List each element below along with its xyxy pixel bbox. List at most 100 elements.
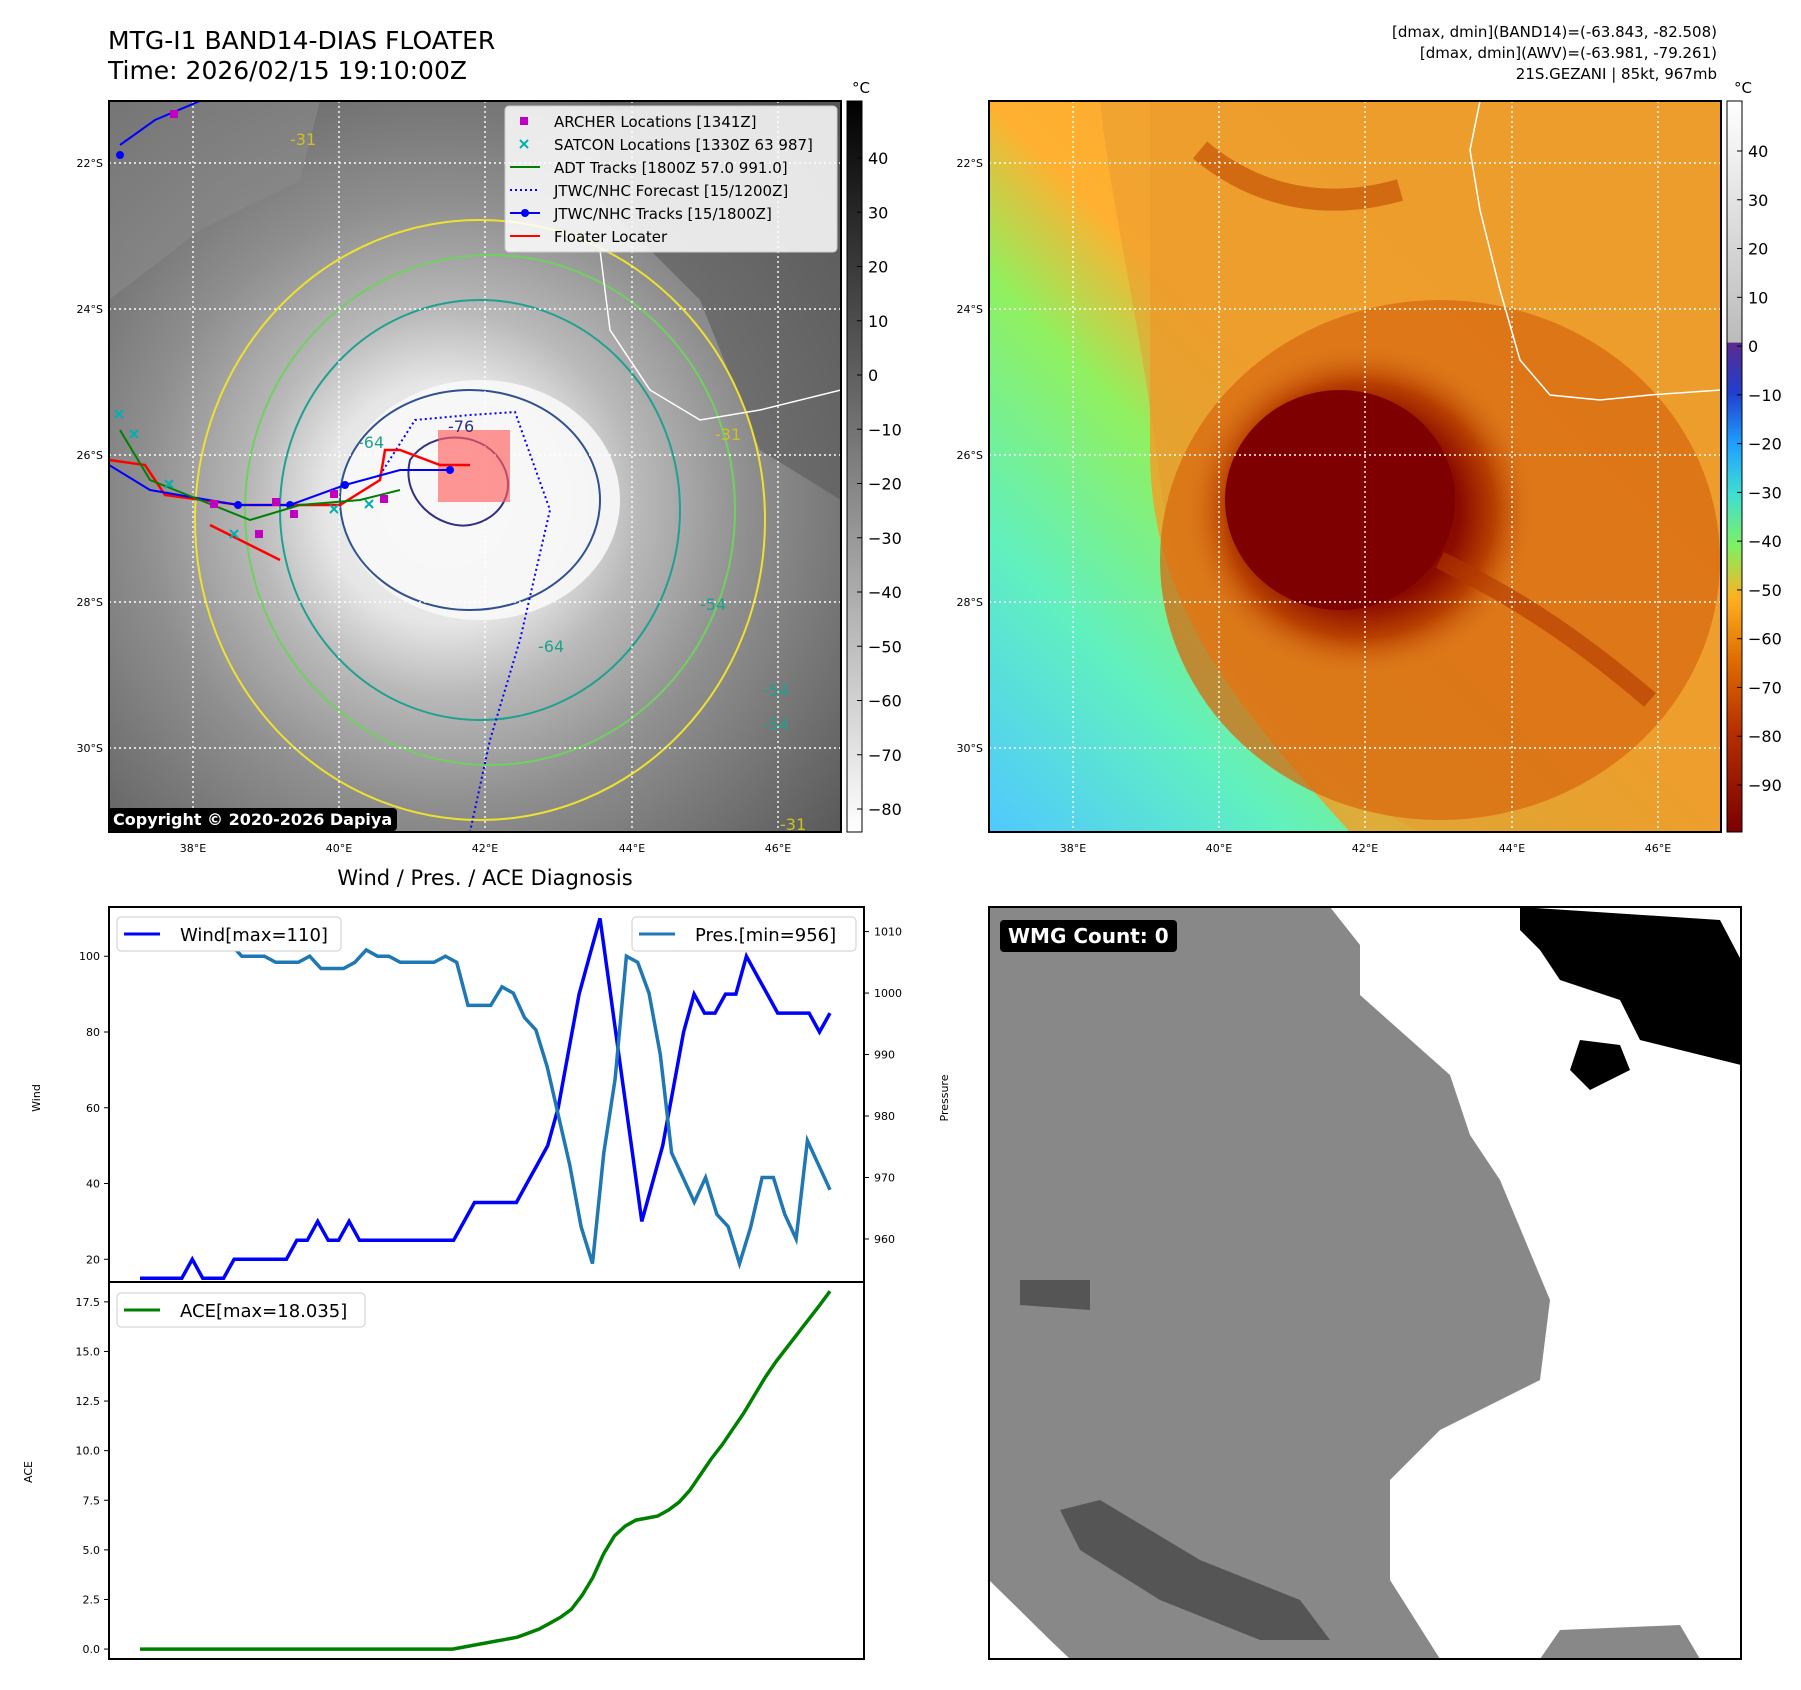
- lon-tick-label: 44°E: [619, 842, 645, 855]
- wmg-region-gray: [989, 907, 1550, 1659]
- contour-label-54b: -54: [763, 681, 789, 700]
- awv-map-panel: [989, 101, 1721, 832]
- wind-tick-label: 100: [79, 950, 100, 963]
- pres-ylabel: Pressure: [938, 1074, 951, 1121]
- pressure-series-line: [138, 929, 832, 1270]
- lat-tick-label: 24°S: [957, 303, 983, 316]
- contour-label-31a: -31: [290, 130, 316, 149]
- ace-tick-label: 12.5: [76, 1395, 101, 1408]
- contour-label-64a: -64: [358, 433, 384, 452]
- legend-adt: ADT Tracks [1800Z 57.0 991.0]: [554, 159, 788, 177]
- contour-label-54a: -54: [700, 595, 726, 614]
- pres-tick-label: 990: [874, 1049, 895, 1062]
- ace-series-line: [140, 1290, 832, 1651]
- colorbar-tick-label: −50: [868, 637, 902, 656]
- archer-points: [170, 110, 388, 538]
- awv-colorbar-ticks: 40 30 20 10 0 −10 −20 −30 −40 −50 −60 −70 −80 −90: [1737, 142, 1782, 795]
- wmg-frame: [988, 906, 1742, 1660]
- contour-64b: [339, 389, 601, 611]
- colorbar-tick-label: −10: [1748, 386, 1782, 405]
- awv-coastline: [1469, 101, 1721, 401]
- pres-legend-box: [631, 916, 857, 952]
- lon-tick-label: 38°E: [1060, 842, 1086, 855]
- ace-frame: [108, 1281, 865, 1660]
- pres-legend: Pres.[min=956]: [695, 925, 836, 946]
- lon-tick-label: 38°E: [180, 842, 206, 855]
- ace-tick-label: 0.0: [83, 1643, 101, 1656]
- wmg-region-black: [1520, 907, 1741, 1065]
- colorbar-tick-label: −70: [1748, 678, 1782, 697]
- legend-satcon: SATCON Locations [1330Z 63 987]: [554, 136, 813, 154]
- contour-label-31c: -31: [780, 815, 806, 834]
- colorbar-tick-label: 40: [1748, 142, 1768, 161]
- contour-label-64b: -64: [538, 637, 564, 656]
- pres-tick-label: 1010: [874, 926, 902, 939]
- contour-label-31b: -31: [715, 425, 741, 444]
- ir-colorbar-ticks: 40 30 20 10 0 −10 −20 −30 −40 −50 −60 −70 −80: [857, 149, 902, 819]
- colorbar-tick-label: −30: [1748, 483, 1782, 502]
- storm-info: 21S.GEZANI | 85kt, 967mb: [1515, 65, 1717, 83]
- colorbar-tick-label: 40: [868, 149, 888, 168]
- colorbar-tick-label: 10: [868, 312, 888, 331]
- awv-colorbar-unit: °C: [1734, 79, 1752, 97]
- colorbar-tick-label: −10: [868, 420, 902, 439]
- pres-tick-label: 980: [874, 1110, 895, 1123]
- legend-forecast: JTWC/NHC Forecast [15/1200Z]: [553, 182, 788, 200]
- band14-range-info: [dmax, dmin](BAND14)=(-63.843, -82.508): [1392, 23, 1717, 41]
- ir-colorbar: [846, 100, 863, 833]
- contour-54: [244, 254, 736, 766]
- wmg-count-badge: WMG Count: 0: [1000, 920, 1177, 952]
- lon-tick-label: 46°E: [765, 842, 791, 855]
- wind-legend-box: [116, 916, 342, 952]
- colorbar-tick-label: −80: [868, 800, 902, 819]
- colorbar-tick-label: 20: [868, 258, 888, 277]
- ace-tick-label: 15.0: [76, 1345, 101, 1358]
- ace-tick-label: 7.5: [83, 1494, 101, 1507]
- colorbar-tick-label: −70: [868, 746, 902, 765]
- wind-legend: Wind[max=110]: [180, 925, 328, 946]
- colorbar-tick-label: 30: [868, 203, 888, 222]
- lat-tick-label: 28°S: [77, 596, 103, 609]
- ace-tick-label: 17.5: [76, 1296, 101, 1309]
- map-legend: ARCHER Locations [1341Z] SATCON Location…: [504, 105, 838, 253]
- floater-locater-track: [109, 448, 470, 507]
- colorbar-tick-label: −30: [868, 529, 902, 548]
- coastline: [599, 249, 841, 421]
- lat-tick-label: 28°S: [957, 596, 983, 609]
- wind-pres-plot: 20 40 60 80 100 960 970 980 990 1000 1010: [79, 917, 902, 1280]
- colorbar-tick-label: 30: [1748, 191, 1768, 210]
- copyright-badge: Copyright © 2020-2026 Dapiya: [108, 808, 398, 831]
- awv-range-info: [dmax, dmin](AWV)=(-63.981, -79.261): [1419, 44, 1717, 62]
- lon-tick-label: 40°E: [1206, 842, 1232, 855]
- figure-title: MTG-I1 BAND14-DIAS FLOATER: [108, 26, 496, 55]
- wmg-panel: [989, 907, 1741, 1659]
- colorbar-tick-label: −20: [1748, 435, 1782, 454]
- wind-tick-label: 60: [86, 1102, 100, 1115]
- lon-tick-label: 42°E: [472, 842, 498, 855]
- pres-tick-label: 970: [874, 1171, 895, 1184]
- contour-31: [194, 219, 766, 821]
- jtwc-track-points: [116, 151, 454, 509]
- awv-colorbar: [1726, 100, 1743, 833]
- wind-tick-label: 80: [86, 1026, 100, 1039]
- wmg-region-dark: [1060, 1500, 1330, 1640]
- lon-tick-label: 42°E: [1352, 842, 1378, 855]
- lon-tick-label: 46°E: [1645, 842, 1671, 855]
- colorbar-tick-label: 10: [1748, 288, 1768, 307]
- legend-archer-marker: [520, 117, 528, 125]
- legend-archer: ARCHER Locations [1341Z]: [554, 113, 757, 131]
- lat-tick-label: 22°S: [957, 157, 983, 170]
- colorbar-tick-label: −80: [1748, 727, 1782, 746]
- pres-tick-label: 960: [874, 1233, 895, 1246]
- colorbar-tick-label: 0: [1748, 337, 1758, 356]
- colorbar-tick-label: −40: [868, 583, 902, 602]
- legend-satcon-marker: [519, 139, 529, 149]
- lat-tick-label: 26°S: [77, 449, 103, 462]
- forecast-track: [379, 410, 552, 832]
- lat-tick-label: 24°S: [77, 303, 103, 316]
- colorbar-tick-label: −60: [868, 692, 902, 711]
- wind-tick-label: 20: [86, 1253, 100, 1266]
- lat-tick-label: 30°S: [957, 742, 983, 755]
- lat-tick-label: 22°S: [77, 157, 103, 170]
